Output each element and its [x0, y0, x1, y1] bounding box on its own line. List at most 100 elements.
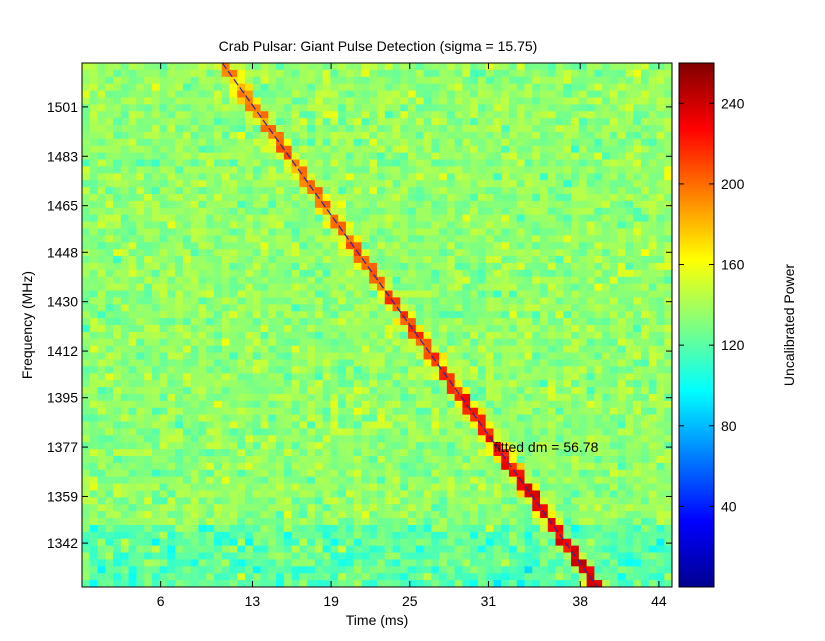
- heatmap-cell: [97, 483, 106, 491]
- heatmap-cell: [617, 152, 626, 160]
- heatmap-cell: [571, 311, 580, 319]
- heatmap-cell: [353, 214, 362, 222]
- heatmap-cell: [361, 414, 370, 422]
- heatmap-cell: [508, 104, 518, 112]
- heatmap-cell: [245, 373, 254, 381]
- heatmap-cell: [268, 428, 277, 436]
- heatmap-cell: [540, 235, 549, 243]
- heatmap-cell: [213, 490, 223, 498]
- heatmap-cell: [128, 462, 137, 471]
- heatmap-cell: [532, 449, 541, 457]
- heatmap-cell: [578, 97, 587, 105]
- heatmap-cell: [322, 276, 331, 285]
- heatmap-cell: [322, 63, 331, 71]
- heatmap-cell: [594, 449, 603, 457]
- heatmap-cell: [159, 173, 168, 181]
- heatmap-cell: [82, 311, 91, 319]
- heatmap-cell: [516, 166, 525, 174]
- heatmap-cell: [532, 249, 541, 257]
- heatmap-cell: [408, 249, 417, 257]
- heatmap-cell: [283, 435, 292, 443]
- heatmap-cell: [377, 83, 386, 91]
- heatmap-cell: [144, 207, 153, 216]
- heatmap-cell: [454, 283, 463, 291]
- heatmap-cell: [485, 159, 494, 167]
- heatmap-cell: [175, 469, 184, 478]
- heatmap-cell: [182, 469, 192, 478]
- heatmap-cell: [571, 207, 580, 216]
- heatmap-cell: [493, 421, 502, 429]
- heatmap-cell: [89, 283, 98, 291]
- heatmap-cell: [345, 318, 355, 326]
- heatmap-cell: [206, 214, 215, 222]
- heatmap-cell: [477, 69, 487, 78]
- heatmap-cell: [400, 476, 409, 484]
- heatmap-cell: [617, 200, 626, 209]
- heatmap-cell: [338, 145, 347, 154]
- heatmap-cell: [291, 90, 300, 98]
- heatmap-cell: [198, 414, 207, 422]
- heatmap-cell: [547, 228, 556, 236]
- heatmap-cell: [462, 83, 471, 91]
- heatmap-cell: [470, 325, 479, 333]
- heatmap-cell: [540, 304, 549, 312]
- heatmap-cell: [625, 290, 634, 298]
- heatmap-cell: [322, 207, 331, 216]
- heatmap-cell: [353, 97, 362, 105]
- heatmap-cell: [648, 235, 657, 243]
- heatmap-cell: [586, 283, 595, 291]
- heatmap-cell: [175, 456, 184, 464]
- heatmap-cell: [144, 476, 153, 484]
- heatmap-cell: [485, 304, 494, 312]
- heatmap-cell: [625, 180, 634, 188]
- heatmap-cell: [198, 387, 207, 395]
- heatmap-cell: [213, 338, 223, 347]
- heatmap-cell: [446, 111, 456, 119]
- heatmap-cell: [462, 159, 471, 167]
- heatmap-cell: [283, 407, 292, 416]
- heatmap-cell: [648, 456, 657, 464]
- heatmap-cell: [377, 262, 386, 271]
- heatmap-cell: [470, 462, 479, 471]
- heatmap-cell: [633, 387, 642, 395]
- heatmap-cell: [260, 125, 269, 133]
- heatmap-cell: [493, 249, 502, 257]
- heatmap-cell: [276, 290, 285, 298]
- heatmap-cell: [167, 63, 176, 71]
- heatmap-cell: [206, 380, 215, 388]
- heatmap-cell: [625, 359, 634, 367]
- heatmap-cell: [175, 380, 184, 388]
- heatmap-cell: [369, 380, 378, 388]
- heatmap-cell: [501, 242, 510, 250]
- heatmap-cell: [446, 166, 456, 174]
- heatmap-cell: [369, 511, 378, 519]
- heatmap-cell: [97, 393, 106, 402]
- heatmap-cell: [664, 90, 673, 98]
- heatmap-cell: [206, 297, 215, 305]
- heatmap-cell: [338, 380, 347, 388]
- heatmap-cell: [361, 262, 370, 271]
- heatmap-cell: [454, 256, 463, 264]
- heatmap-cell: [400, 483, 409, 491]
- heatmap-cell: [493, 283, 502, 291]
- heatmap-cell: [338, 104, 347, 112]
- heatmap-cell: [640, 318, 650, 326]
- heatmap-cell: [128, 442, 137, 450]
- heatmap-cell: [159, 138, 168, 147]
- heatmap-cell: [361, 407, 370, 416]
- heatmap-cell: [151, 83, 161, 91]
- heatmap-cell: [369, 297, 378, 305]
- heatmap-cell: [423, 125, 432, 133]
- heatmap-cell: [120, 152, 129, 160]
- heatmap-cell: [307, 187, 316, 195]
- heatmap-cell: [260, 511, 269, 519]
- heatmap-cell: [276, 221, 285, 229]
- heatmap-cell: [167, 297, 176, 305]
- heatmap-cell: [493, 504, 502, 512]
- heatmap-cell: [353, 352, 362, 360]
- heatmap-cell: [175, 297, 184, 305]
- heatmap-cell: [664, 138, 673, 147]
- heatmap-cell: [213, 228, 223, 236]
- heatmap-cell: [400, 456, 409, 464]
- heatmap-cell: [245, 325, 254, 333]
